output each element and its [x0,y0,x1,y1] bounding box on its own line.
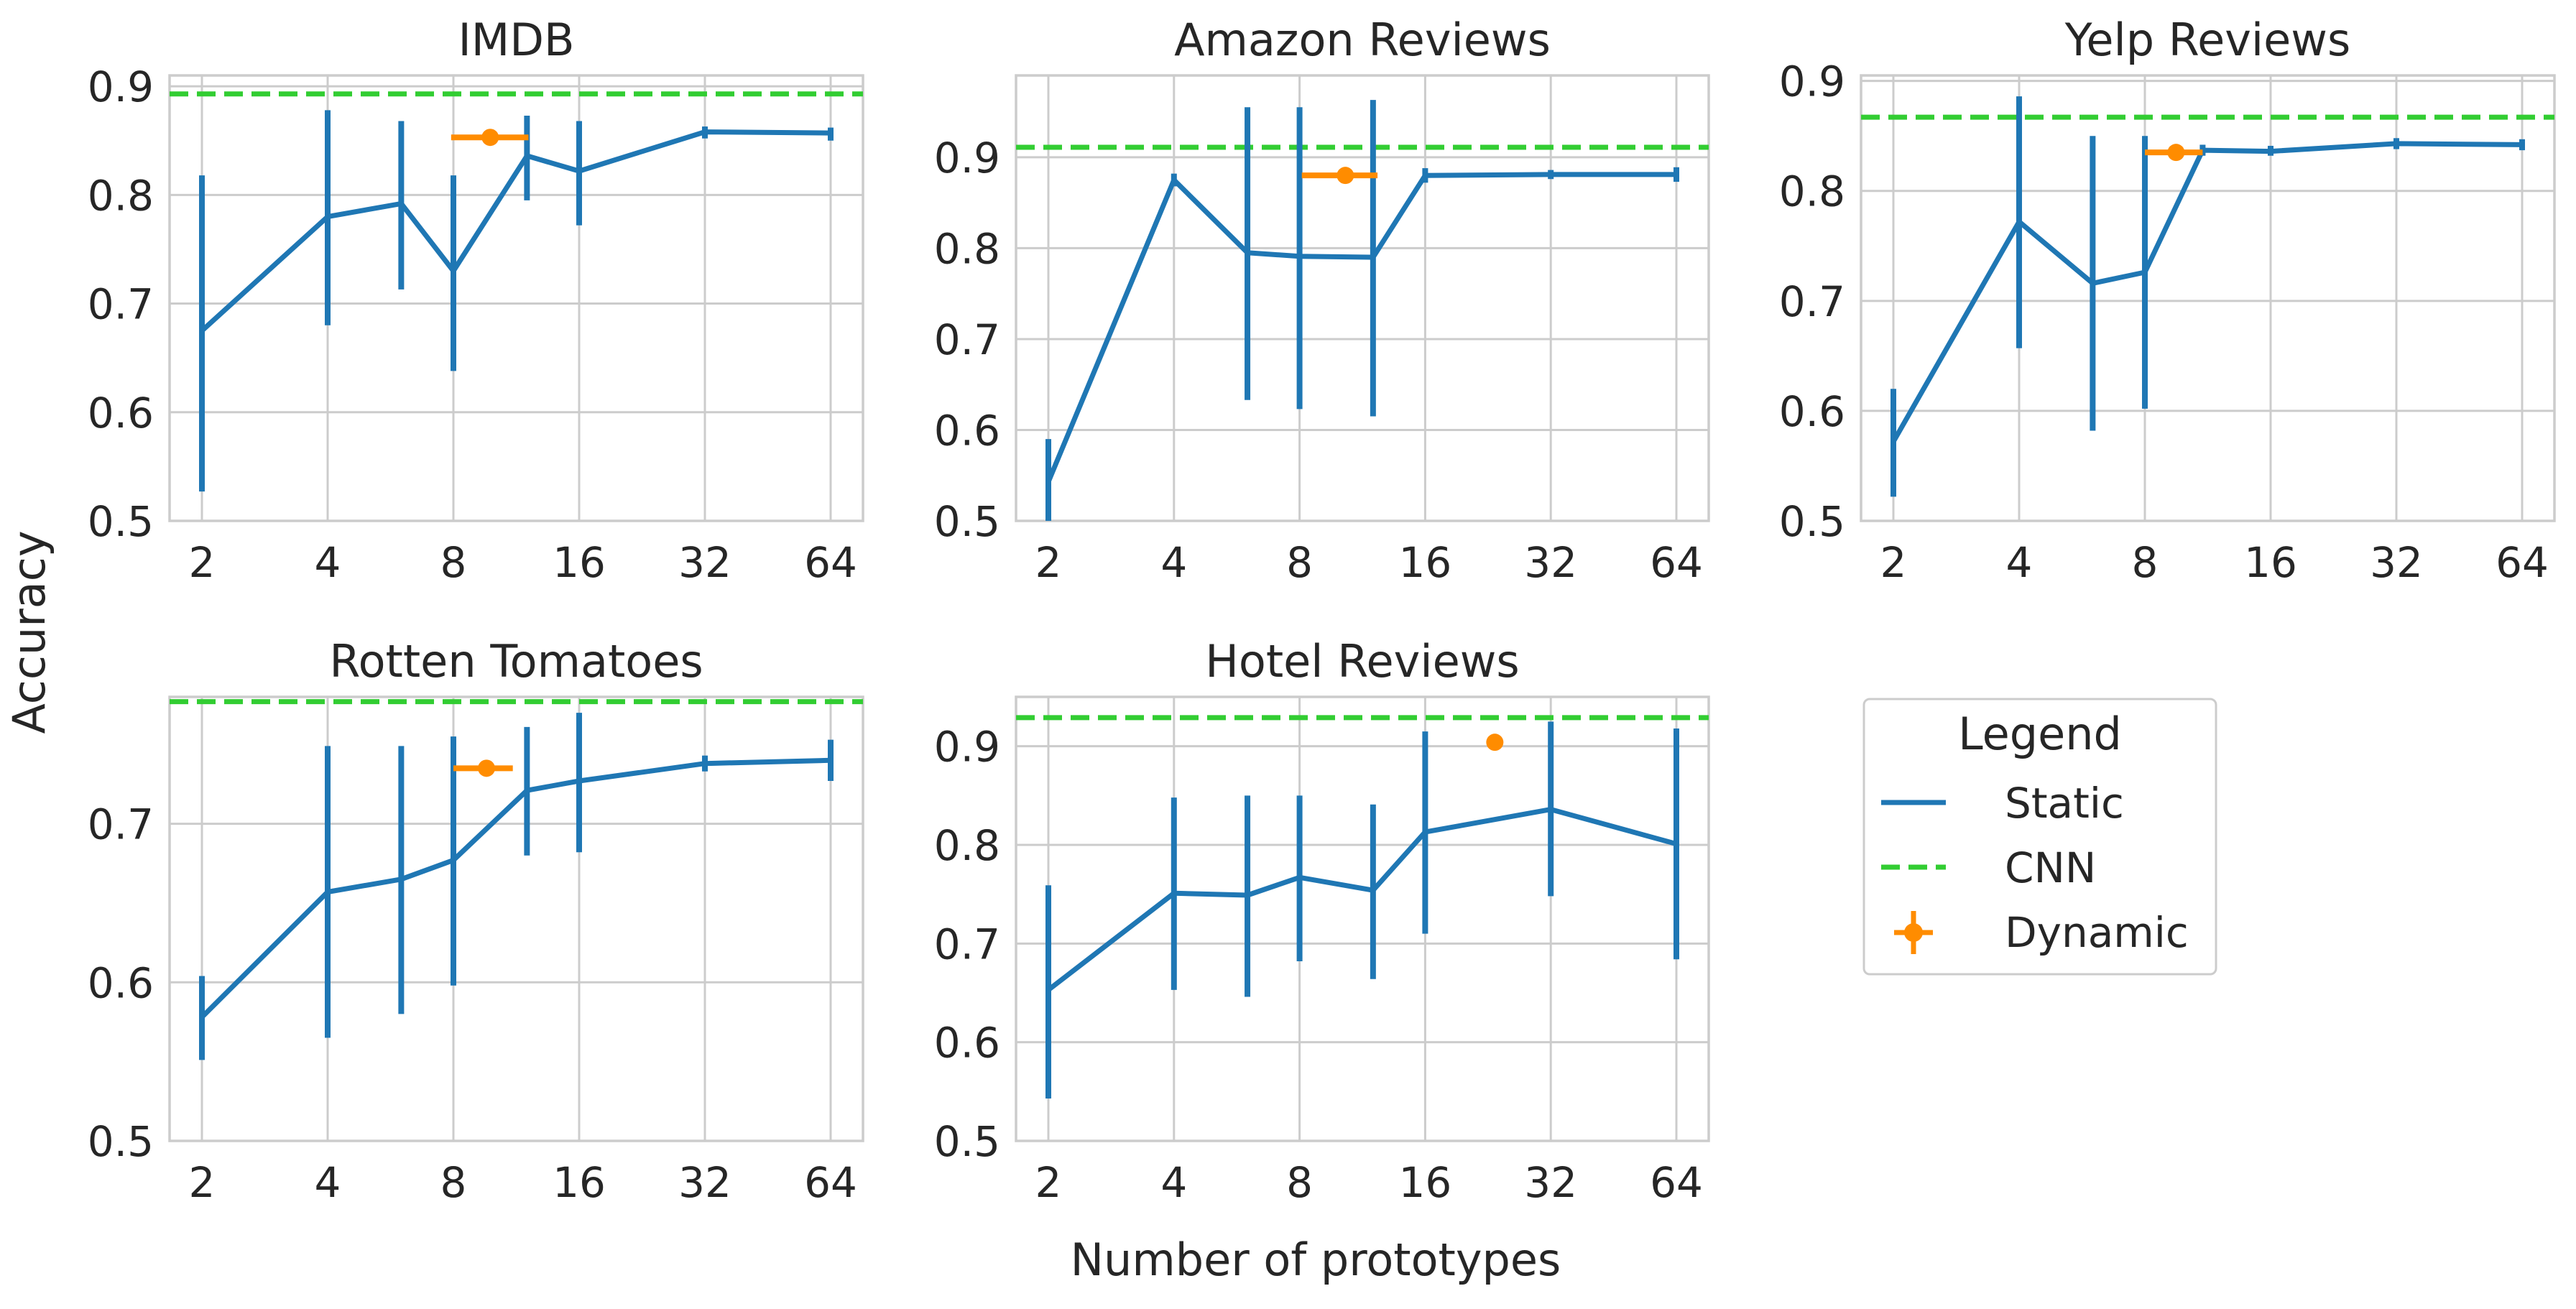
x-tick-label: 32 [1524,538,1577,587]
y-tick-label: 0.7 [1779,277,1845,326]
panel-1: 2 4 8 16 32 64 0.5 0.6 0.7 0.8 0.9 Amazon Reviews [934,14,1710,587]
y-tick-label: 0.5 [88,1117,154,1166]
y-tick-label: 0.7 [934,920,1000,968]
y-tick-label: 0.9 [934,134,1000,182]
legend-title: Legend [1958,708,2122,760]
x-tick-label: 2 [1880,538,1907,587]
y-tick-label: 0.6 [88,958,154,1007]
x-tick-label: 2 [189,1158,216,1207]
x-tick-label: 16 [1398,1158,1451,1207]
x-tick-label: 4 [1160,538,1187,587]
x-tick-label: 64 [804,538,857,587]
y-tick-label: 0.5 [88,497,154,546]
y-axis-label: Accuracy [3,530,55,734]
y-tick-label: 0.6 [1779,387,1845,436]
x-tick-label: 8 [440,1158,467,1207]
x-tick-label: 64 [1650,1158,1703,1207]
y-tick-label: 0.6 [934,1019,1000,1068]
plot-area [170,697,863,1141]
panel-title: IMDB [458,14,574,66]
x-tick-label: 2 [1035,538,1062,587]
x-tick-label: 8 [440,538,467,587]
x-axis-label: Number of prototypes [1071,1234,1561,1286]
plot-frame [168,695,864,1142]
y-tick-label: 0.7 [934,315,1000,364]
x-tick-label: 2 [1035,1158,1062,1207]
legend-static-label: Static [2005,779,2124,828]
x-tick-label: 8 [1286,1158,1313,1207]
panel-title: Hotel Reviews [1205,635,1519,688]
plot-frame [168,74,864,522]
x-tick-label: 4 [2006,538,2033,587]
panel-3: 2 4 8 16 32 64 0.5 0.6 0.7 Rotten Tomatoes [88,635,864,1207]
plot-area [1016,75,1709,521]
plot-area [1016,697,1709,1141]
x-tick-label: 4 [315,1158,341,1207]
x-tick-label: 64 [1650,538,1703,587]
x-tick-label: 8 [2132,538,2159,587]
y-tick-label: 0.5 [934,497,1000,546]
x-tick-label: 16 [2244,538,2297,587]
plot-area [170,75,863,521]
x-tick-label: 2 [189,538,216,587]
x-tick-label: 16 [1398,538,1451,587]
plot-frame [1860,74,2556,522]
dynamic-point [481,129,499,147]
x-tick-label: 4 [315,538,341,587]
y-tick-label: 0.5 [934,1117,1000,1166]
x-tick-label: 8 [1286,538,1313,587]
panel-title: Rotten Tomatoes [329,635,703,688]
panel-title: Amazon Reviews [1174,14,1551,66]
plot-frame [1015,695,1710,1142]
panel-title: Yelp Reviews [2064,14,2351,66]
static-line [200,129,831,333]
x-tick-label: 32 [678,1158,731,1207]
dynamic-point [478,759,496,777]
static-line [1891,141,2523,443]
y-tick-label: 0.9 [88,63,154,111]
y-tick-label: 0.9 [934,723,1000,772]
legend-dynamic-swatch [1894,911,1933,954]
legend-dynamic-label: Dynamic [2005,908,2189,957]
legend-frame [1862,698,2217,976]
dynamic-point [2167,144,2185,162]
plot-frame [1015,74,1710,522]
dynamic-point [1486,734,1504,751]
y-tick-label: 0.6 [934,406,1000,455]
static-line [200,757,831,1019]
y-tick-label: 0.6 [88,389,154,438]
y-tick-label: 0.8 [934,224,1000,273]
y-tick-label: 0.7 [88,280,154,329]
x-tick-label: 64 [804,1158,857,1207]
x-tick-label: 4 [1160,1158,1187,1207]
panel-2: 2 4 8 16 32 64 0.5 0.6 0.7 0.8 0.9 Yelp Reviews [1779,14,2556,587]
y-tick-label: 0.9 [1779,57,1845,106]
y-tick-label: 0.7 [88,800,154,849]
x-tick-label: 32 [2370,538,2423,587]
x-tick-label: 32 [1524,1158,1577,1207]
legend-cnn-label: CNN [2005,843,2096,892]
panel-0: 2 4 8 16 32 64 0.5 0.6 0.7 0.8 0.9 IMDB [88,14,864,587]
panel-4: 2 4 8 16 32 64 0.5 0.6 0.7 0.8 0.9 Hotel Reviews [934,635,1710,1207]
x-tick-label: 16 [553,1158,606,1207]
x-tick-label: 16 [553,538,606,587]
y-tick-label: 0.8 [1779,167,1845,216]
static-line [1045,172,1676,483]
y-tick-label: 0.8 [88,171,154,220]
panels: 2 4 8 16 32 64 0.5 0.6 0.7 0.8 0.9 IMDB 2 4 8 16 32 64 0.5… [88,14,2556,1207]
legend: Legend Static CNN Dynamic [1862,698,2217,976]
static-line [1046,807,1677,992]
x-tick-label: 32 [678,538,731,587]
y-tick-label: 0.5 [1779,497,1845,546]
dynamic-point [1337,167,1354,185]
x-tick-label: 64 [2496,538,2549,587]
y-tick-label: 0.8 [934,821,1000,870]
